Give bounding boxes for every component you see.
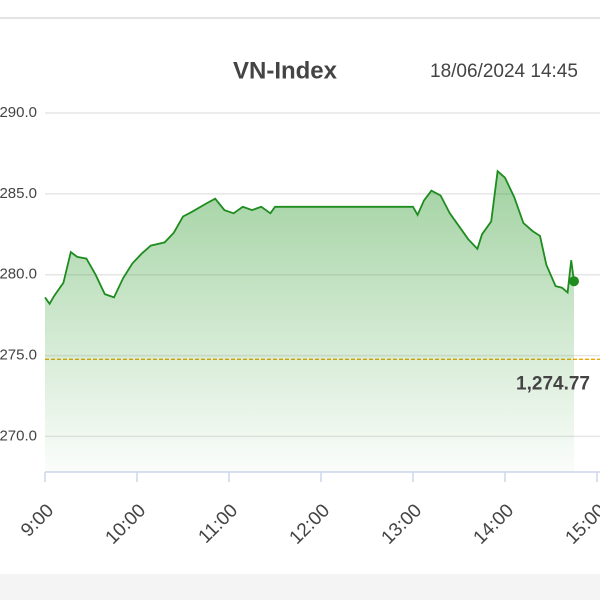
chart-title: VN-Index — [233, 57, 338, 84]
x-tick-label: 12:00 — [286, 500, 334, 548]
y-tick-label: 1,275.0 — [0, 347, 37, 364]
y-tick-label: 1,285.0 — [0, 185, 37, 202]
x-tick-label: 15:00 — [562, 500, 600, 548]
x-tick-label: 11:00 — [195, 500, 242, 547]
y-tick-label: 1,280.0 — [0, 266, 37, 283]
chart-subtitle: 18/06/2024 14:45 — [430, 61, 578, 82]
x-tick-label: 13:00 — [378, 500, 426, 548]
x-tick-label: 9:00 — [17, 500, 58, 541]
end-dot — [569, 276, 579, 287]
y-tick-label: 1,270.0 — [0, 427, 37, 444]
frame-bottom — [0, 574, 600, 600]
reference-label: 1,274.77 — [516, 373, 590, 394]
line — [44, 169, 575, 306]
y-tick-label: 1,290.0 — [0, 104, 37, 121]
x-tick-label: 10:00 — [102, 500, 150, 548]
x-tick-label: 14:00 — [470, 500, 518, 548]
area — [45, 171, 574, 472]
